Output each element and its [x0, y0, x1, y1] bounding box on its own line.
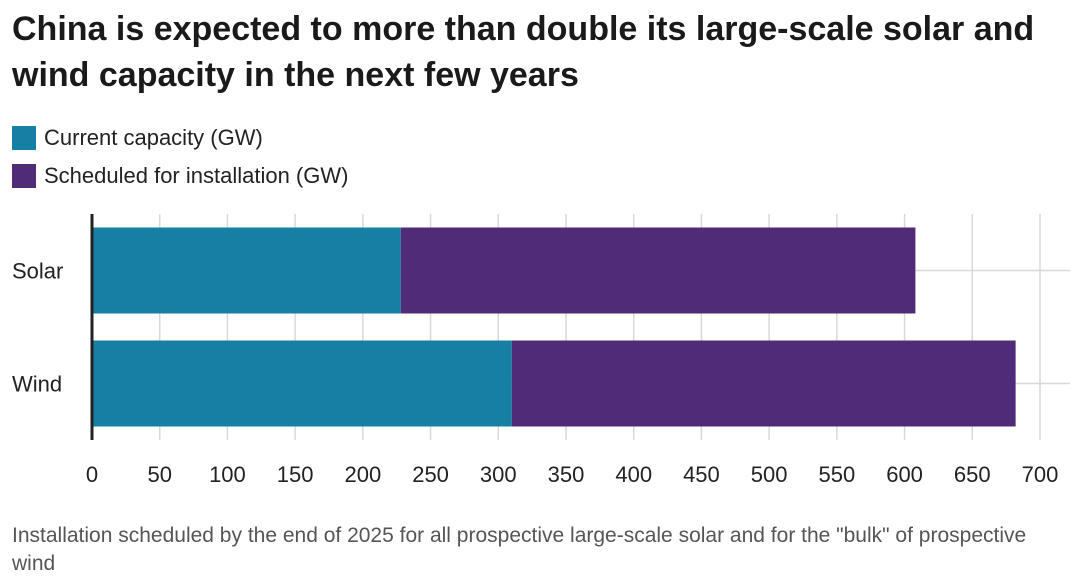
bar-solar-scheduled — [400, 227, 916, 314]
x-tick-label-50: 50 — [147, 462, 171, 487]
x-tick-label-550: 550 — [818, 462, 855, 487]
legend: Current capacity (GW) Scheduled for inst… — [12, 124, 348, 200]
category-label-solar: Solar — [12, 259, 63, 284]
legend-item-scheduled: Scheduled for installation (GW) — [12, 162, 348, 190]
x-tick-label-400: 400 — [615, 462, 652, 487]
bar-wind-scheduled — [511, 340, 1016, 427]
chart-title: China is expected to more than double it… — [12, 10, 1035, 94]
x-tick-label-500: 500 — [751, 462, 788, 487]
legend-label-current: Current capacity (GW) — [44, 125, 263, 150]
footnote: Installation scheduled by the end of 202… — [12, 524, 1027, 575]
x-tick-label-450: 450 — [683, 462, 720, 487]
legend-item-current: Current capacity (GW) — [12, 124, 348, 152]
category-label-wind: Wind — [12, 372, 62, 397]
x-tick-label-150: 150 — [277, 462, 314, 487]
legend-swatch-scheduled — [12, 164, 36, 188]
bar-solar-current — [92, 227, 401, 314]
bar-chart: Solar Wind 0 50 100 150 200 250 300 350 400 450 500 5… — [12, 214, 1070, 487]
x-tick-label-250: 250 — [412, 462, 449, 487]
x-tick-label-350: 350 — [548, 462, 585, 487]
x-tick-label-600: 600 — [886, 462, 923, 487]
x-tick-label-300: 300 — [480, 462, 517, 487]
x-tick-label-200: 200 — [344, 462, 381, 487]
x-tick-label-100: 100 — [209, 462, 246, 487]
x-tick-label-650: 650 — [954, 462, 991, 487]
x-tick-label-0: 0 — [86, 462, 98, 487]
x-tick-label-700: 700 — [1022, 462, 1059, 487]
legend-swatch-current — [12, 126, 36, 150]
legend-label-scheduled: Scheduled for installation (GW) — [44, 163, 349, 188]
bar-wind-current — [92, 340, 512, 427]
